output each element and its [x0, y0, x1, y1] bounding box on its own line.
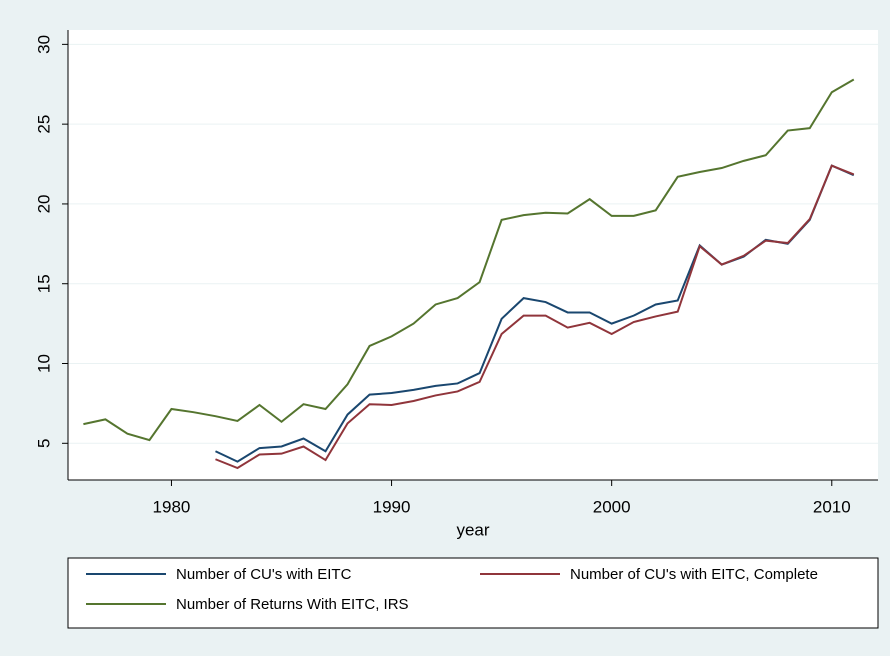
series-line [215, 164, 855, 470]
x-tick-label: 2010 [813, 497, 851, 516]
legend [67, 557, 879, 629]
x-tick-label: 1980 [153, 497, 191, 516]
y-tick-label: 5 [34, 439, 53, 448]
y-tick-label: 25 [34, 115, 53, 134]
x-tick-label: 1990 [373, 497, 411, 516]
y-tick-label: 20 [34, 194, 53, 213]
plot-area [68, 30, 878, 480]
y-tick-label: 15 [34, 274, 53, 293]
y-tick-label: 30 [34, 35, 53, 54]
legend-label: Number of CU's with EITC [176, 566, 352, 583]
x-tick-label: 2000 [593, 497, 631, 516]
y-tick-label: 10 [34, 354, 53, 373]
series-line [83, 78, 855, 442]
x-axis-label: year [456, 520, 489, 539]
legend-label: Number of CU's with EITC, Complete [570, 566, 818, 583]
legend-label: Number of Returns With EITC, IRS [176, 596, 409, 613]
